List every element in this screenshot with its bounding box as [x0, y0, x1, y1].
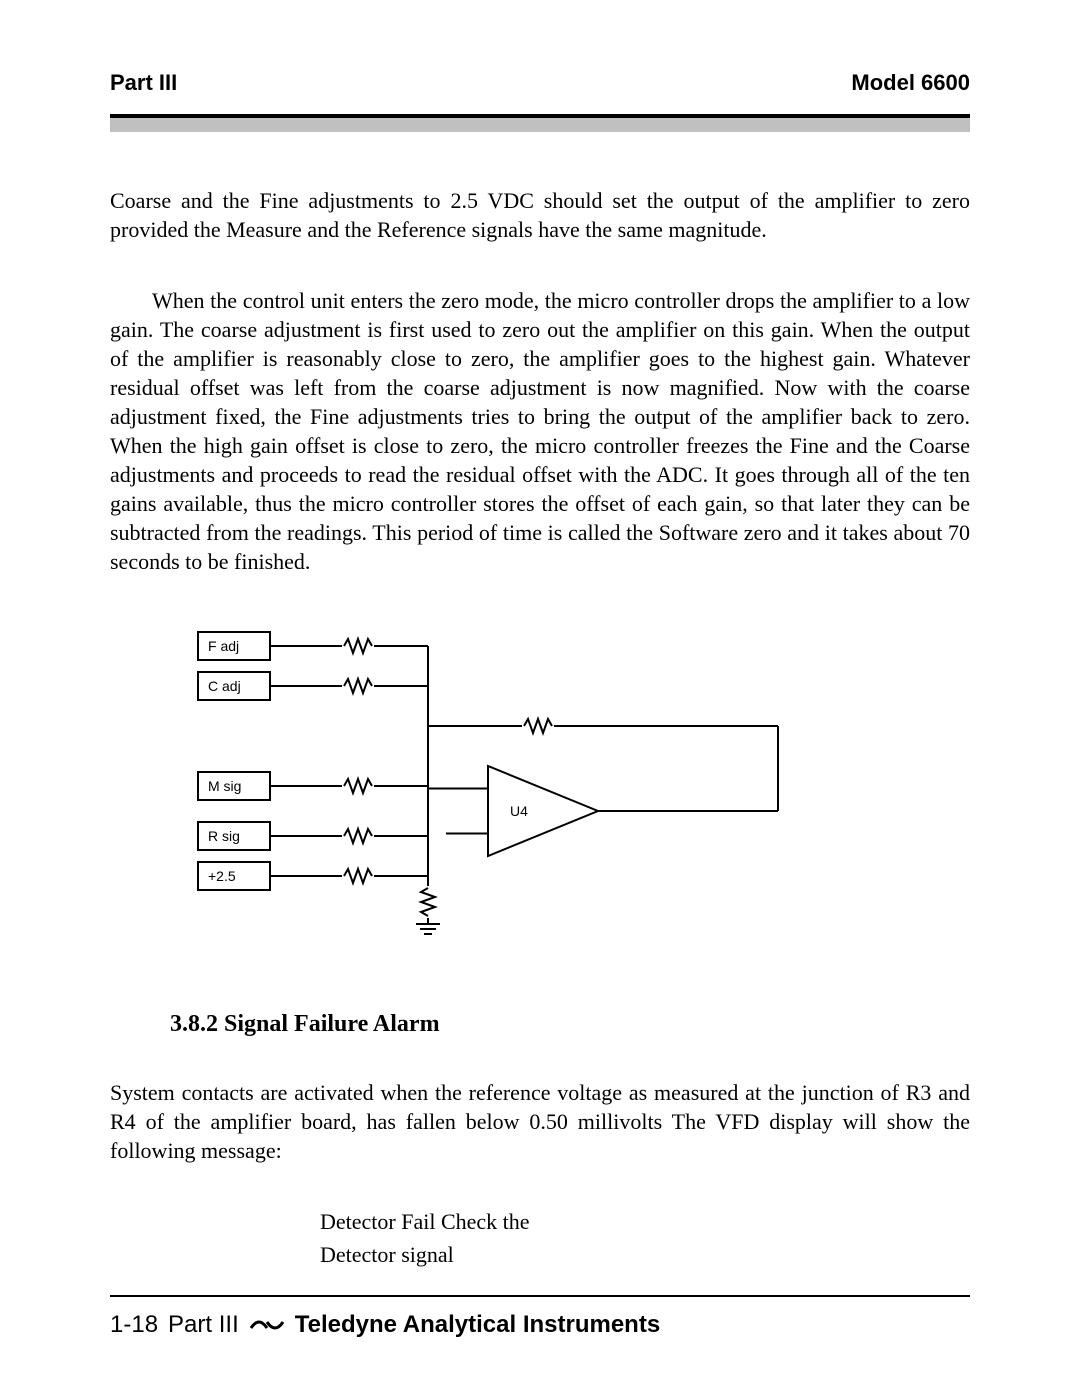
paragraph-2-text: When the control unit enters the zero mo… — [110, 288, 970, 574]
section-title: Signal Failure Alarm — [224, 1011, 440, 1037]
paragraph-2: When the control unit enters the zero mo… — [110, 286, 970, 576]
header-right: Model 6600 — [851, 70, 970, 96]
section-number: 3.8.2 — [170, 1011, 218, 1037]
paragraph-1: Coarse and the Fine adjustments to 2.5 V… — [110, 186, 970, 244]
footer-rule — [110, 1295, 970, 1297]
message-line-1: Detector Fail Check the — [320, 1205, 970, 1238]
svg-text:+2.5: +2.5 — [208, 868, 236, 884]
page-footer: 1-18 Part III Teledyne Analytical Instru… — [110, 1311, 660, 1339]
svg-text:U4: U4 — [510, 803, 528, 819]
svg-text:M sig: M sig — [208, 778, 241, 794]
footer-company: Teledyne Analytical Instruments — [295, 1311, 660, 1339]
teledyne-logo-icon — [249, 1316, 285, 1334]
opamp-diagram: F adj C adj M sig R sig +2.5 U4 — [158, 616, 970, 961]
footer-page-number: 1-18 — [110, 1311, 158, 1339]
display-message: Detector Fail Check the Detector signal — [320, 1205, 970, 1271]
svg-text:R sig: R sig — [208, 828, 240, 844]
header-rule — [110, 114, 970, 132]
footer-part: Part III — [168, 1311, 239, 1339]
header-left: Part III — [110, 70, 177, 96]
svg-text:F adj: F adj — [208, 638, 239, 654]
message-line-2: Detector signal — [320, 1238, 970, 1271]
svg-text:C adj: C adj — [208, 678, 241, 694]
paragraph-3: System contacts are activated when the r… — [110, 1078, 970, 1165]
section-heading: 3.8.2 Signal Failure Alarm — [170, 1011, 970, 1038]
